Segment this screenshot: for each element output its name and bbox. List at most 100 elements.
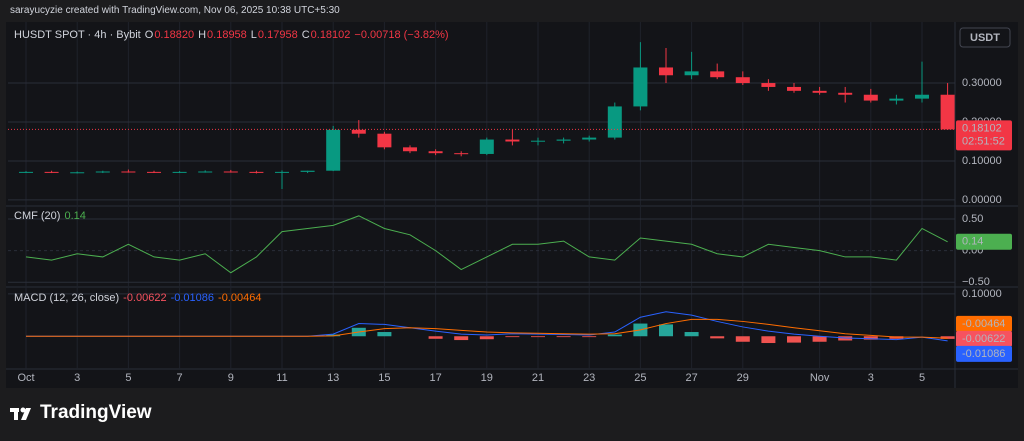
ohlc-value: 0.18102 [310,29,351,41]
y-tick-label: 0.10000 [962,288,1002,300]
candle-body [172,171,187,173]
candle-body [479,139,494,154]
macd-value-label-bg [956,315,1012,332]
candle-body [198,171,213,173]
last-price-label: 0.18102 [962,122,1002,134]
candle-body [44,171,59,173]
x-tick-label: 3 [74,372,80,384]
ohlc-key: O [144,29,154,41]
candle-body [607,106,622,138]
ohlc-key: H [198,29,207,41]
candle-body [940,94,955,130]
candle-body [531,140,545,142]
ohlc-key: C [301,29,310,41]
candle-body [633,67,648,107]
x-tick-label: 3 [868,372,874,384]
candle-body [95,171,110,173]
candle-body [326,129,341,171]
candle-body [147,171,161,173]
change: −0.00718 (−3.82%) [354,29,449,41]
candle-body [505,139,520,142]
macd-hist-bar [454,336,469,341]
brand: TradingView [40,402,152,423]
pane-legend: MACD (12, 26, close) -0.00622 -0.01086 -0.0… [14,292,265,304]
y-tick-label: 0.10000 [962,155,1002,167]
x-tick-label: 15 [378,372,390,384]
ohlc-value: 0.17958 [257,29,298,41]
macd-value-label: -0.00622 [962,333,1005,345]
indicator-value: -0.01086 [170,292,215,304]
x-tick-label: 13 [327,372,339,384]
candle-body [377,133,392,148]
candle-body [223,171,238,173]
macd-hist-bar [940,336,955,339]
x-tick-label: 11 [276,372,287,384]
x-tick-label: 29 [737,372,749,384]
macd-value-label-bg [956,345,1012,362]
macd-hist-bar [531,336,545,338]
pane-legend: CMF (20) 0.14 [14,210,90,222]
candle-body [710,71,725,78]
macd-hist-bar [556,336,571,338]
candle-body [351,129,366,134]
x-tick-label: 23 [583,372,595,384]
candle-body [863,94,878,101]
macd-hist-bar [582,336,597,338]
indicator-title: MACD (12, 26, close) [14,292,120,304]
x-tick-label: 27 [685,372,697,384]
indicator-value: 0.14 [64,210,86,222]
candle-body [812,90,827,93]
indicator-title: CMF (20) [14,210,61,222]
cmf-value-label-bg [956,233,1012,250]
macd-hist-bar [428,336,443,339]
ohlc-key: L [250,29,257,41]
y-tick-label: −0.50 [962,276,990,288]
y-tick-label: 0.00000 [962,194,1002,206]
macd-value-label: -0.01086 [962,348,1005,360]
candle-body [889,98,904,101]
currency: USDT [970,32,1000,44]
macd-value-label-bg [956,330,1012,347]
ohlc-value: 0.18958 [207,29,247,41]
candle-body [582,137,597,140]
indicator-value: -0.00464 [218,292,262,304]
x-tick-label: Oct [17,372,34,384]
ohlc-value: 0.18820 [154,29,195,41]
candle-body [70,172,85,174]
macd-hist-bar [479,336,494,340]
last-price-bg [956,120,1012,151]
candle-body [659,67,673,76]
y-tick-label: 0.50 [962,213,983,225]
macd-hist-bar [787,336,801,343]
tv-logo [10,407,31,420]
macd-line [26,318,948,339]
macd-value-label: -0.00464 [962,318,1005,330]
macd-hist-bar [812,336,827,342]
candle-body [275,171,289,173]
macd-hist-bar [684,332,699,337]
pane-legend: HUSDT SPOT · 4h · Bybit O0.18820 H0.18958 L… [14,29,453,41]
candle-body [249,171,264,173]
candle-body [787,86,801,91]
cmf-value-label: 0.14 [962,236,983,248]
y-tick-label: 0.30000 [962,77,1002,89]
x-tick-label: 21 [532,372,544,384]
candle-body [121,171,136,173]
candle-body [838,92,853,95]
x-tick-label: 5 [125,372,131,384]
candle-body [735,77,750,84]
symbol: HUSDT SPOT · 4h · Bybit [14,29,141,41]
macd-hist-bar [761,336,776,344]
candle-body [454,153,469,155]
currency-box [959,27,1011,48]
macd-hist-bar [735,336,750,342]
x-tick-label: 9 [228,372,234,384]
candle-body [761,83,776,87]
candle-body [403,147,417,152]
x-tick-label: 25 [634,372,646,384]
indicator-value: -0.00622 [123,292,167,304]
x-tick-label: 7 [177,372,183,384]
candle-body [915,94,929,99]
